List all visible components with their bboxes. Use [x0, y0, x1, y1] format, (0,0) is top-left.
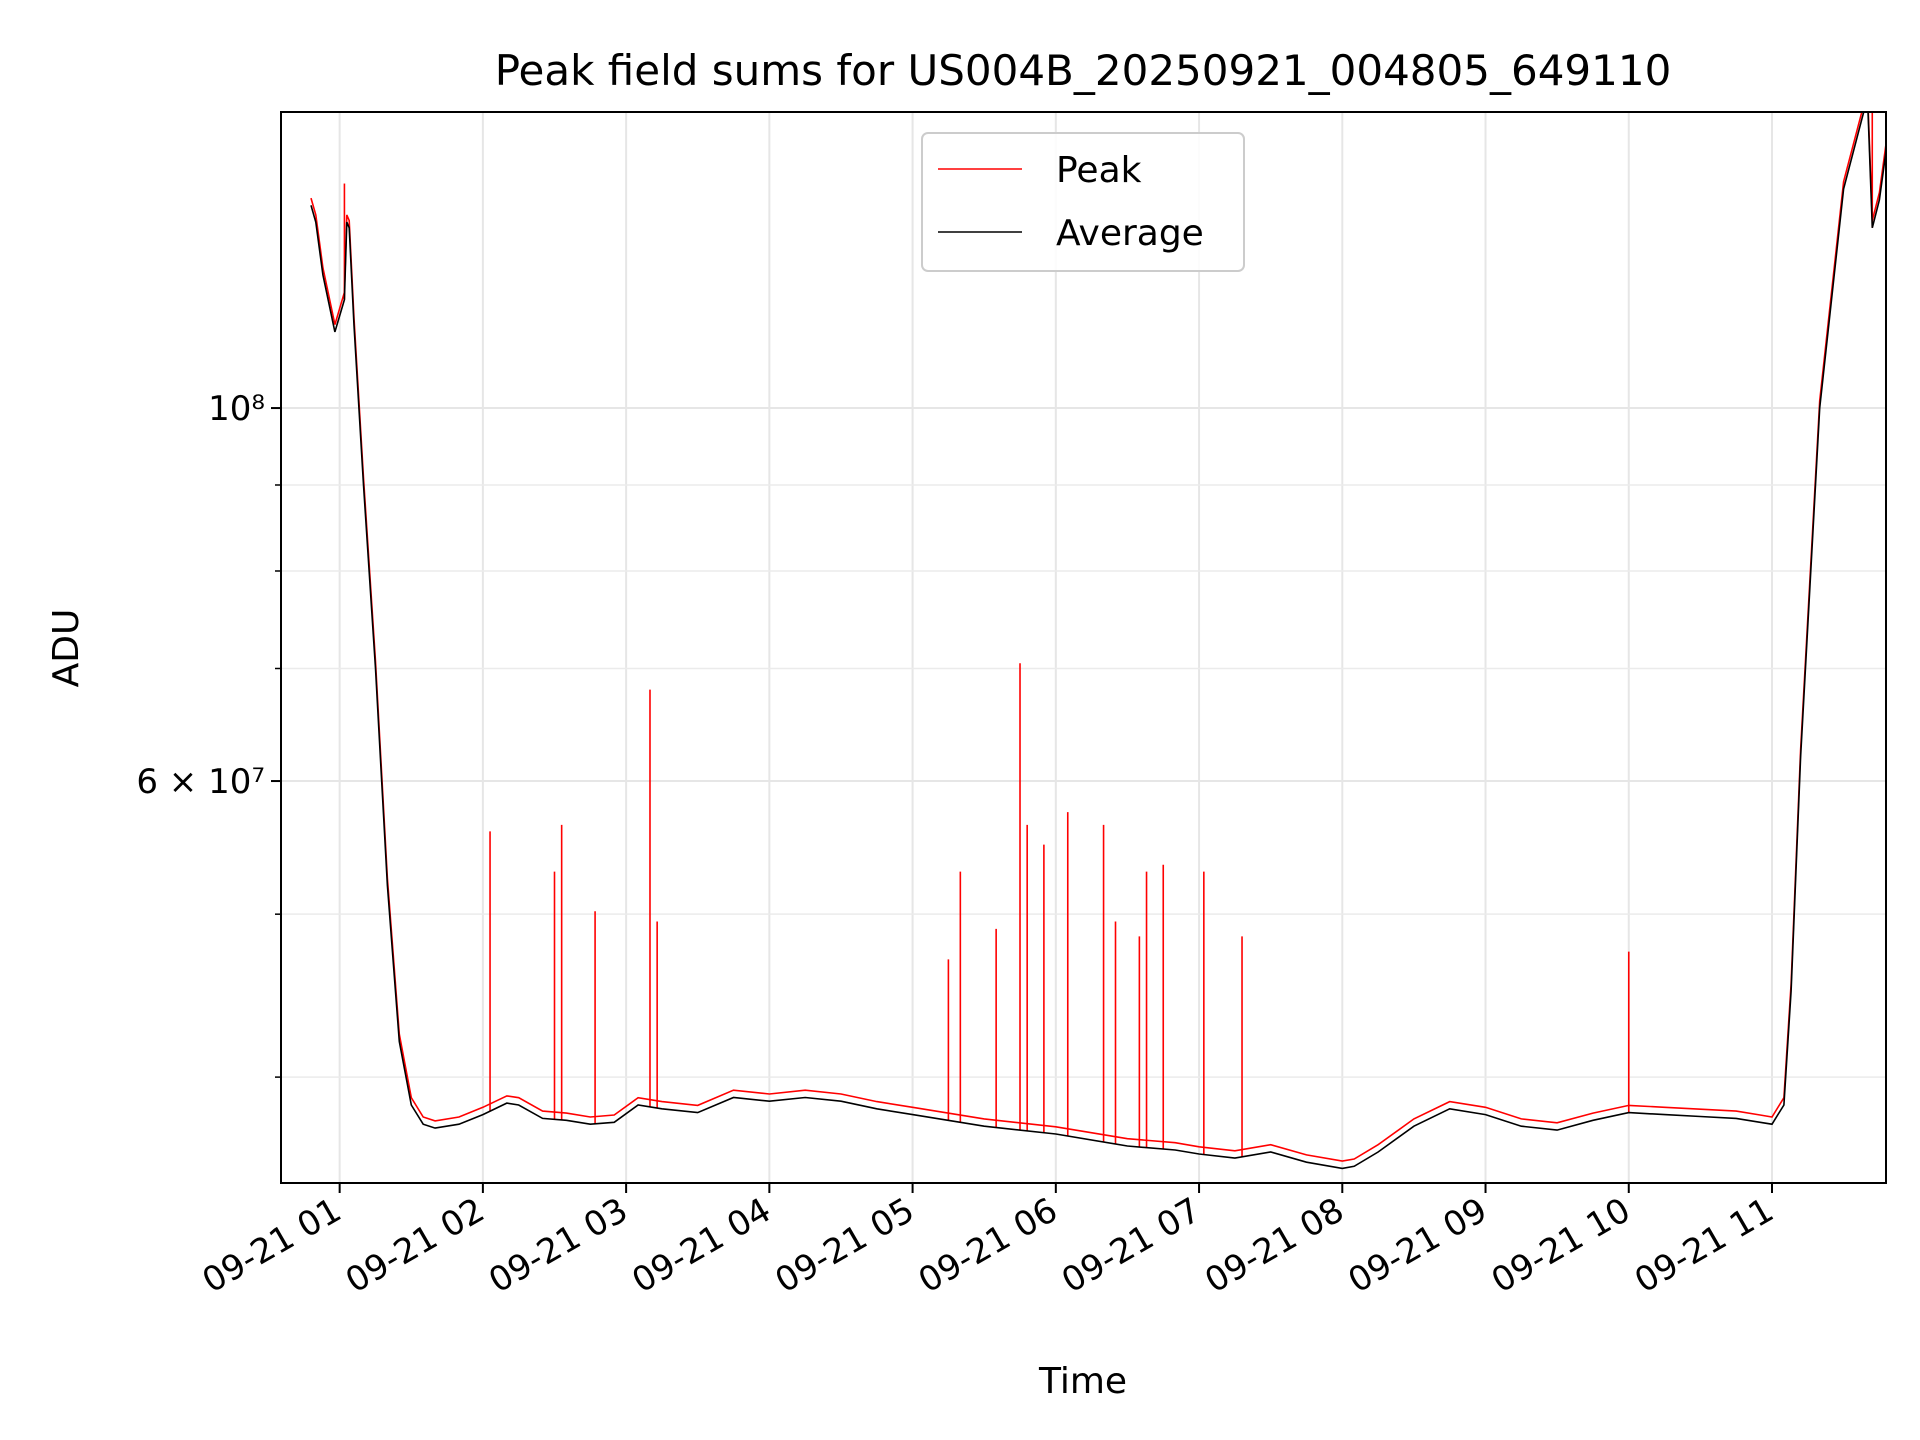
legend: Peak Average	[921, 132, 1245, 272]
legend-box	[921, 132, 1245, 272]
y-axis-label: ADU	[46, 609, 87, 688]
chart-title: Peak field sums for US004B_20250921_0048…	[495, 46, 1672, 95]
y-tick-label: 6 × 10⁷	[136, 762, 265, 802]
x-axis-label: Time	[1038, 1361, 1127, 1402]
y-axis-ticks: 6 × 10⁷ 10⁸	[136, 389, 281, 1078]
y-tick-label: 10⁸	[208, 389, 265, 429]
axes-frame	[280, 111, 1887, 1184]
legend-label-average: Average	[1056, 213, 1204, 254]
plot-area	[310, 112, 1886, 1170]
series-average-line	[310, 112, 1886, 1170]
legend-label-peak: Peak	[1056, 150, 1142, 191]
